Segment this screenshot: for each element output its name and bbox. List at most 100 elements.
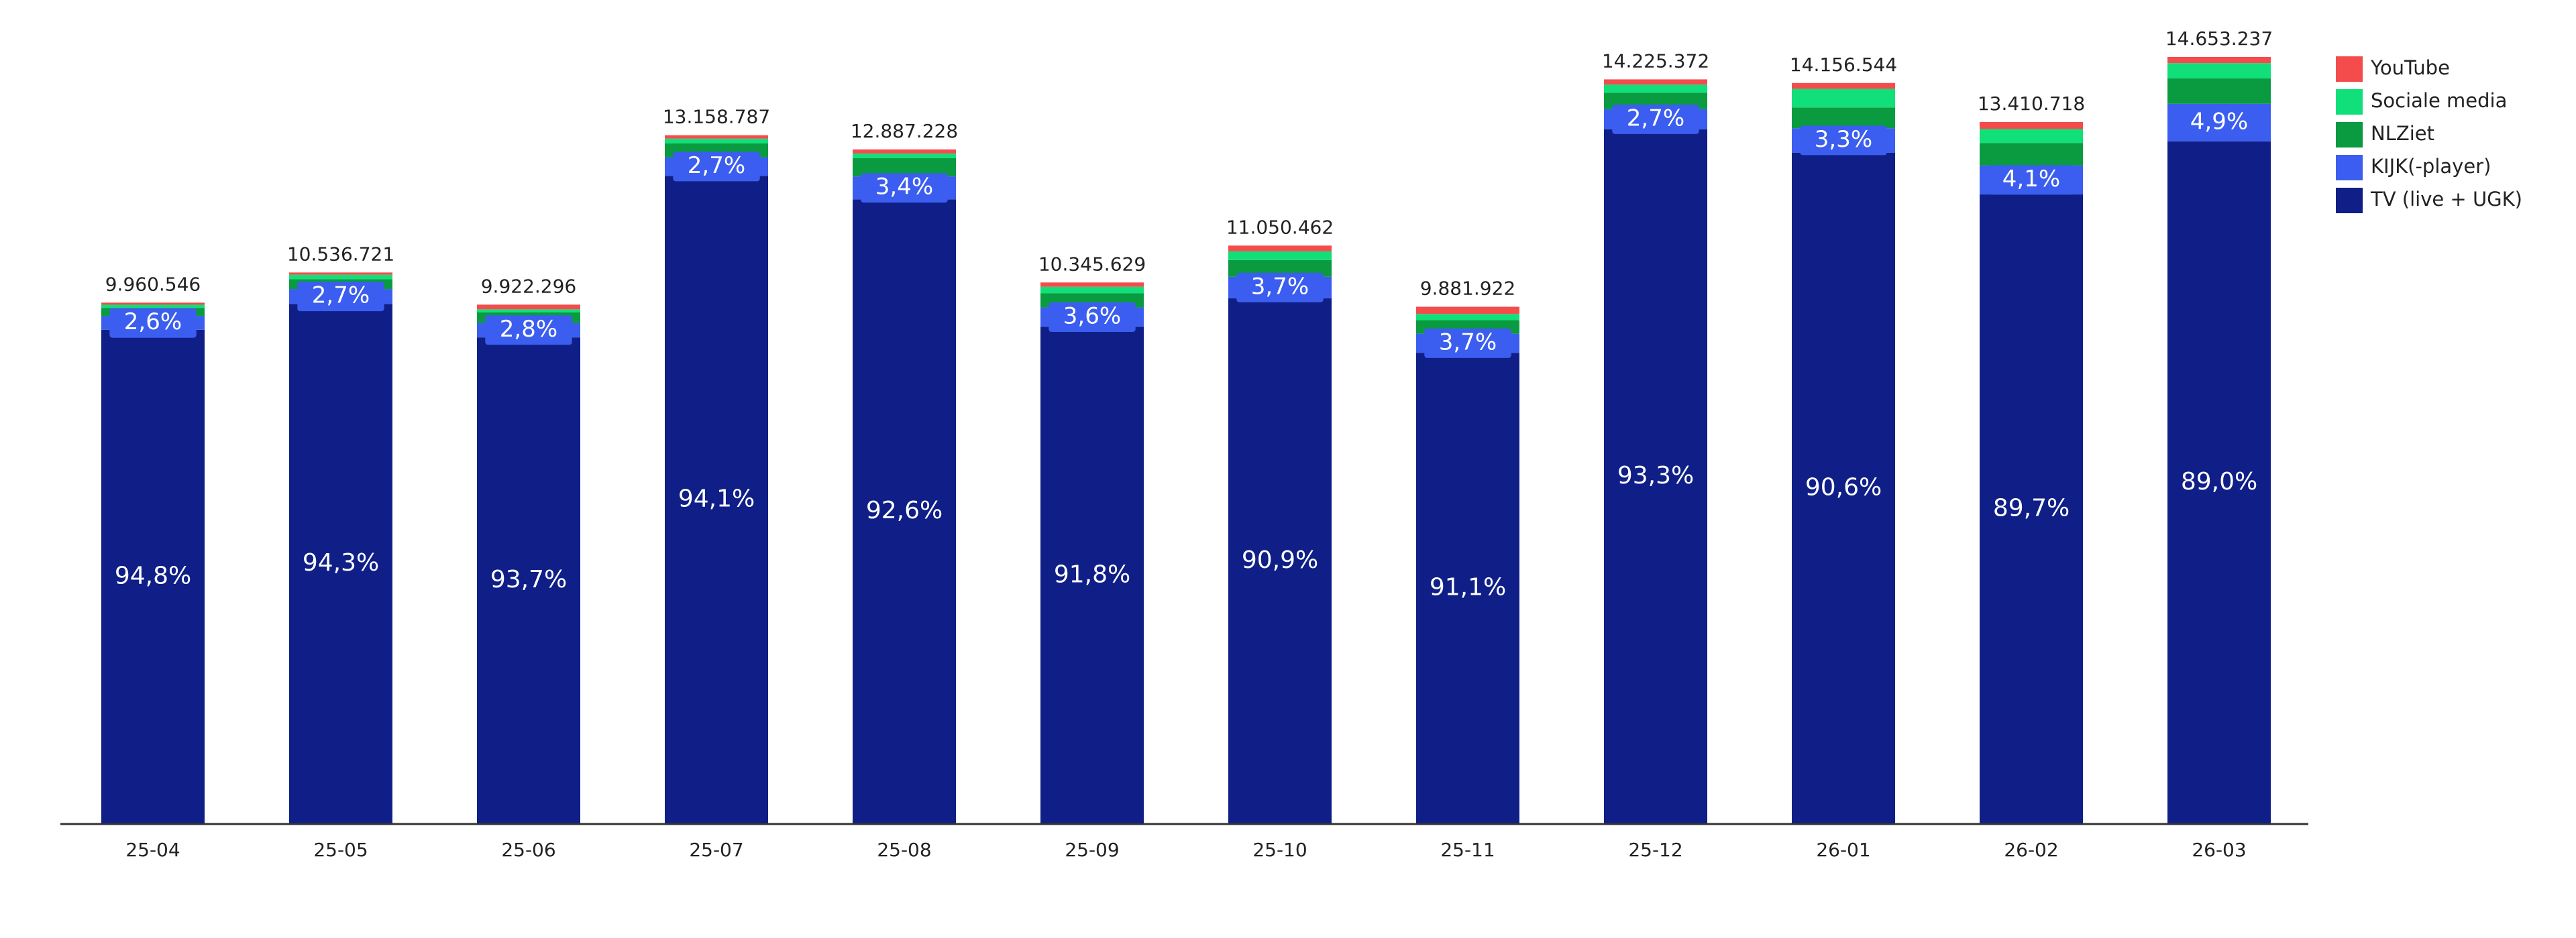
label-box [1236, 272, 1324, 302]
total-label: 12.887.228 [851, 120, 958, 142]
bar-segment [2167, 63, 2271, 79]
bar-segment [853, 153, 956, 158]
x-tick-label: 25-04 [125, 839, 180, 861]
bar-segment [101, 302, 205, 305]
bar-segment [853, 149, 956, 154]
segment-label: 89,0% [2181, 468, 2257, 495]
legend-swatch [2336, 89, 2363, 115]
segment-label: 94,8% [115, 562, 191, 589]
total-label: 14.653.237 [2165, 27, 2273, 50]
segment-label: 2,6% [124, 308, 182, 335]
bar-segment [1416, 306, 1519, 314]
bar-segment [1228, 245, 1332, 251]
segment-label: 91,8% [1054, 561, 1130, 588]
total-label: 11.050.462 [1226, 216, 1334, 238]
segment-label: 2,7% [688, 152, 745, 179]
bar-segment [1416, 353, 1519, 824]
bar-segment [101, 329, 205, 824]
bar-segment [477, 337, 580, 825]
segment-label: 3,3% [1815, 126, 1872, 153]
segment-label: 3,4% [875, 174, 933, 200]
bar-segment [477, 304, 580, 310]
bar-segment [1040, 327, 1144, 824]
segment-label: 93,7% [490, 566, 567, 593]
segment-label: 4,9% [2190, 108, 2248, 135]
legend-swatch [2336, 188, 2363, 213]
segment-label: 94,3% [303, 549, 379, 577]
bar-segment [1792, 82, 1895, 89]
segment-label: 94,1% [678, 485, 755, 513]
legend-label: YouTube [2370, 56, 2450, 79]
total-label: 9.922.296 [481, 275, 577, 297]
bar-segment [289, 272, 392, 275]
segment-label: 3,6% [1063, 302, 1121, 329]
segment-label: 89,7% [1993, 494, 2070, 522]
bar-segment [665, 135, 768, 139]
segment-label: 90,9% [1242, 546, 1318, 574]
label-box [673, 152, 760, 182]
x-tick-label: 25-12 [1628, 839, 1682, 861]
x-tick-label: 26-01 [1816, 839, 1870, 861]
bar-segment [1040, 286, 1144, 294]
label-box [1049, 302, 1136, 332]
bar-segment [1228, 298, 1332, 824]
total-label: 14.225.372 [1602, 50, 1709, 72]
total-label: 10.536.721 [287, 243, 394, 265]
legend-label: Sociale media [2371, 89, 2507, 112]
label-box [485, 315, 572, 345]
bar-segment [1980, 129, 2083, 143]
total-label: 9.960.546 [105, 273, 201, 295]
label-box [1800, 125, 1887, 156]
bar-segment [1604, 84, 1707, 93]
bar-segment [289, 304, 392, 824]
x-tick-label: 25-05 [313, 839, 368, 861]
legend-label: NLZiet [2371, 122, 2434, 145]
label-box [297, 282, 384, 312]
label-box [1612, 104, 1699, 134]
x-tick-label: 26-03 [2192, 839, 2246, 861]
segment-label: 2,8% [500, 316, 557, 343]
bar-segment [1040, 282, 1144, 287]
segment-label: 3,7% [1251, 273, 1309, 300]
x-tick-label: 26-02 [2004, 839, 2058, 861]
bar-segment [1604, 129, 1707, 825]
bar-segment [1980, 194, 2083, 824]
x-tick-label: 25-07 [689, 839, 743, 861]
total-label: 10.345.629 [1038, 253, 1146, 275]
bar-segment [853, 199, 956, 824]
bar-segment [1980, 122, 2083, 129]
legend-swatch [2336, 155, 2363, 180]
bar-segment [477, 309, 580, 312]
bar-segment [101, 304, 205, 308]
bar-segment [2167, 78, 2271, 104]
bar-segment [2167, 57, 2271, 64]
segment-label: 91,1% [1430, 574, 1506, 601]
segment-label: 3,7% [1439, 329, 1497, 355]
bar-segment [1792, 89, 1895, 108]
bar-segment [1416, 314, 1519, 320]
bar-segment [1980, 143, 2083, 166]
total-label: 14.156.544 [1790, 54, 1897, 76]
bar-segment [665, 138, 768, 144]
legend-swatch [2336, 56, 2363, 82]
label-box [1424, 328, 1511, 358]
bar-segment [1228, 251, 1332, 260]
bar-segment [665, 176, 768, 825]
legend-label: KIJK(-player) [2371, 155, 2491, 178]
bar-segment [2167, 141, 2271, 825]
label-box [861, 173, 948, 203]
x-tick-label: 25-10 [1252, 839, 1307, 861]
legend-label: TV (live + UGK) [2370, 188, 2522, 211]
x-tick-label: 25-11 [1440, 839, 1495, 861]
x-tick-label: 25-08 [877, 839, 931, 861]
segment-label: 2,7% [312, 282, 370, 309]
bar-segment [1604, 79, 1707, 85]
bar-segment [289, 274, 392, 280]
label-box [109, 308, 197, 338]
total-label: 13.410.718 [1978, 93, 2085, 115]
total-label: 9.881.922 [1420, 278, 1516, 300]
segment-label: 2,7% [1627, 105, 1684, 131]
segment-label: 93,3% [1617, 462, 1694, 489]
x-tick-label: 25-06 [501, 839, 555, 861]
